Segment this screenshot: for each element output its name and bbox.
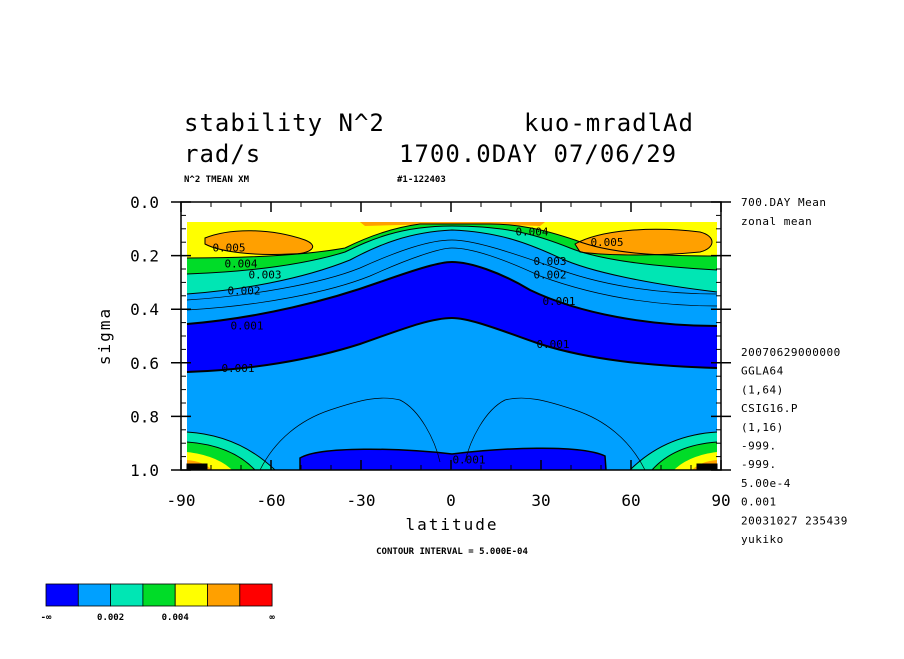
contour-label: 0.001	[221, 362, 254, 375]
x-tick-label: 0	[446, 491, 456, 510]
contour-line-003	[186, 225, 718, 275]
contour-label: 0.004	[224, 258, 257, 271]
colorbar-label: 0.002	[97, 613, 124, 623]
y-tick-label: 0.2	[130, 247, 159, 266]
contour-label: 0.002	[227, 284, 260, 297]
contour-line-bl-1	[186, 431, 276, 471]
colorbar: -∞ 0.002 0.004 ∞	[41, 583, 275, 623]
contour-line-thin-2	[186, 239, 718, 301]
side-averaging: 700.DAY Mean	[741, 196, 826, 209]
contour-line-bottom-001	[299, 447, 607, 471]
y-tick-label: 0.6	[130, 354, 159, 373]
datetime-label: 1700.0DAY 07/06/29	[399, 140, 677, 168]
contour-label: 0.003	[533, 255, 566, 268]
contour-interval-note: CONTOUR INTERVAL = 5.000E-04	[376, 547, 528, 557]
colorbar-swatch	[239, 583, 273, 607]
x-tick-label: 60	[621, 491, 640, 510]
contour-label: 0.003	[248, 268, 281, 281]
y-tick-label: 0.8	[130, 407, 159, 426]
x-tick-label: -60	[257, 491, 286, 510]
subtitle-left: N^2 TMEAN XM	[184, 175, 250, 185]
colorbar-swatch	[207, 583, 241, 607]
x-axis: -90 -60 -30 0 30 60 90	[167, 202, 731, 510]
title-left: stability N^2	[184, 109, 385, 137]
fill-top-005-left	[205, 230, 313, 255]
x-axis-label: latitude	[405, 515, 498, 534]
colorbar-swatch	[77, 583, 112, 607]
side-info-line: yukiko	[741, 533, 784, 546]
contour-label: 0.002	[533, 268, 566, 281]
contour-line-upper-001	[186, 260, 718, 327]
contour-line-bl-2	[186, 441, 256, 471]
y-tick-label: 1.0	[130, 461, 159, 480]
contour-label: 0.001	[452, 453, 485, 466]
title-right: kuo-mradlAd	[524, 109, 694, 137]
contour-line-interior-right	[464, 397, 646, 471]
side-info-line: CSIG16.P	[741, 402, 798, 415]
colorbar-label: 0.004	[162, 613, 190, 623]
colorbar-swatch	[45, 583, 79, 607]
colorbar-label: ∞	[269, 613, 275, 623]
fill-top-005-right	[575, 229, 712, 255]
contour-line-lower-001	[186, 316, 718, 373]
y-tick-label: 0.0	[130, 193, 159, 212]
fill-top-004	[187, 222, 717, 258]
contour-labels: 0.0050.0040.0030.0020.0010.0010.0040.005…	[212, 225, 623, 466]
side-info-line: (1,16)	[741, 421, 784, 434]
y-tick-label: 0.4	[130, 300, 159, 319]
x-tick-label: -90	[167, 491, 196, 510]
contour-label: 0.005	[212, 242, 245, 255]
side-info-lines: 20070629000000 GGLA64 (1,64) CSIG16.P (1,16)…	[741, 346, 848, 546]
colorbar-swatch	[142, 583, 176, 607]
contour-line-interior-left	[259, 397, 441, 471]
y-axis: 0.0 0.2 0.4 0.6 0.8 1.0	[130, 193, 731, 480]
subtitle-right: #1-122403	[397, 175, 446, 185]
contour-label: 0.005	[590, 236, 623, 249]
side-info-line: 20031027 235439	[741, 514, 848, 527]
contour-label: 0.001	[536, 338, 569, 351]
side-info-line: 20070629000000	[741, 346, 841, 359]
contour-fills	[187, 222, 717, 470]
contour-line-005-right	[574, 228, 713, 256]
side-info-line: 0.001	[741, 496, 777, 509]
contour-line-br-1	[629, 431, 718, 471]
contour-line-thin-1	[186, 247, 718, 311]
side-kind: zonal mean	[741, 215, 812, 228]
contour-line-br-2	[651, 441, 718, 471]
fill-bottom-left-dark	[186, 463, 208, 471]
contour-lines	[186, 223, 718, 471]
fill-bottom-001	[300, 448, 606, 470]
contour-label: 0.004	[515, 225, 548, 238]
contour-label: 0.001	[230, 319, 263, 332]
colorbar-swatch	[174, 583, 208, 607]
side-info-line: -999.	[741, 458, 777, 471]
contour-line-004	[186, 223, 718, 259]
contour-label: 0.001	[542, 295, 575, 308]
colorbar-label: -∞	[41, 613, 52, 623]
x-tick-label: 30	[531, 491, 550, 510]
side-info-line: (1,64)	[741, 383, 784, 396]
contour-line-005-left	[204, 230, 314, 255]
side-info-line: -999.	[741, 440, 777, 453]
x-tick-label: 90	[711, 491, 730, 510]
side-info-line: GGLA64	[741, 365, 784, 378]
x-tick-label: -30	[347, 491, 376, 510]
y-axis-label: sigma	[95, 307, 114, 365]
contour-line-002	[186, 229, 718, 295]
side-info-line: 5.00e-4	[741, 477, 791, 490]
colorbar-swatch	[110, 583, 144, 607]
fill-bottom-right-dark	[696, 463, 718, 471]
units-label: rad/s	[184, 140, 261, 168]
